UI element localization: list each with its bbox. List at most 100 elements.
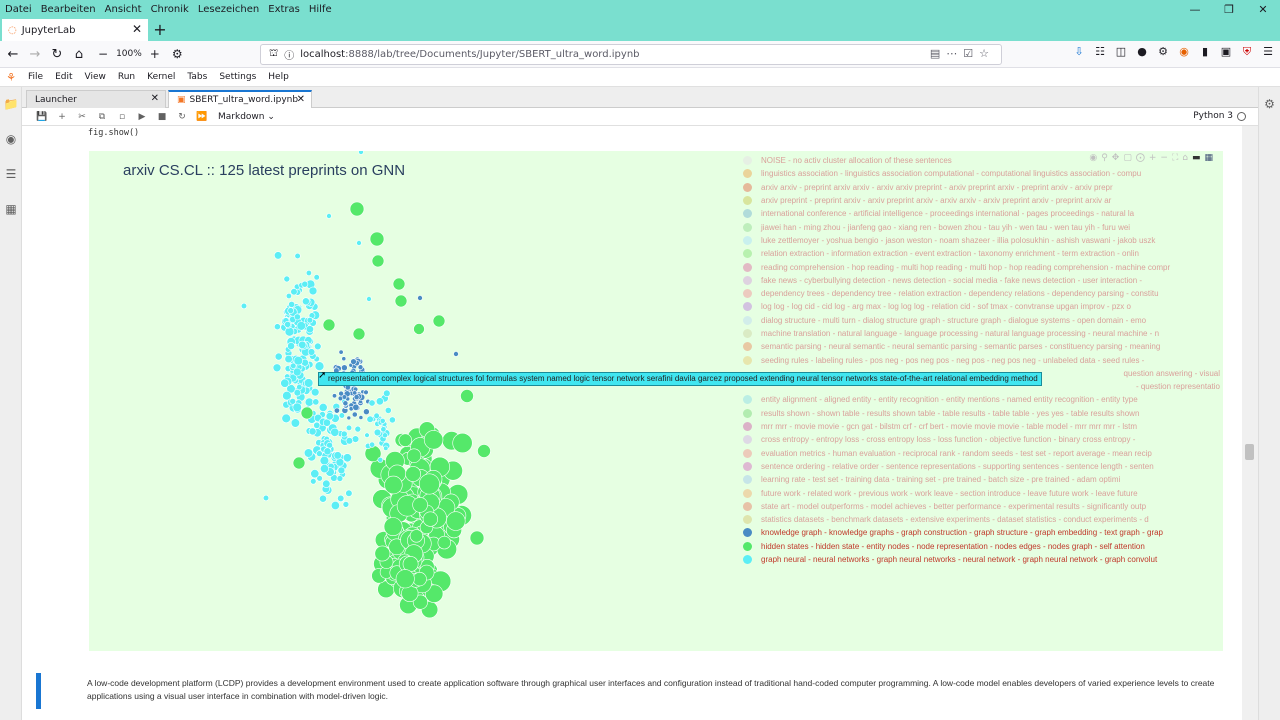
legend-item[interactable]: linguistics association - linguistics as… <box>740 167 1220 180</box>
reset-axes-icon[interactable]: ⌂ <box>1182 153 1188 163</box>
scatter-point[interactable] <box>332 393 338 399</box>
url-actions-icons[interactable]: ▤⋯☑☆ <box>929 47 995 60</box>
jmenu-help[interactable]: Help <box>268 72 289 82</box>
scatter-point[interactable] <box>322 318 336 332</box>
scatter-point[interactable] <box>417 295 423 301</box>
legend-item[interactable]: arxiv arxiv - preprint arxiv arxiv - arx… <box>740 181 1220 194</box>
legend-item[interactable]: learning rate - test set - training data… <box>740 473 1220 486</box>
scatter-point[interactable] <box>316 450 323 457</box>
scatter-point[interactable] <box>301 297 310 306</box>
scatter-point[interactable] <box>333 407 340 414</box>
scatter-point[interactable] <box>351 435 360 443</box>
menu-bearbeiten[interactable]: Bearbeiten <box>40 4 96 15</box>
scatter-point[interactable] <box>452 432 473 454</box>
scatter-point[interactable] <box>313 421 321 429</box>
library-icon[interactable]: ☷ <box>1095 45 1105 58</box>
scatter-point[interactable] <box>313 274 320 281</box>
legend-item[interactable]: state art - model outperforms - model ac… <box>740 500 1220 513</box>
zoom-icon[interactable]: ⚲ <box>1101 153 1108 163</box>
scatter-point[interactable] <box>358 151 364 155</box>
scatter-point[interactable] <box>437 535 451 550</box>
commands-icon[interactable]: ☰ <box>5 167 17 181</box>
zoom-out-icon[interactable]: − <box>98 47 109 61</box>
url-bar[interactable]: ⛫ ⓘ localhost:8888/lab/tree/Documents/Ju… <box>260 44 1002 65</box>
scatter-point[interactable] <box>292 456 306 470</box>
scatter-plot[interactable] <box>89 151 749 651</box>
scatter-point[interactable] <box>358 415 364 420</box>
scatter-point[interactable] <box>330 427 340 437</box>
scatter-point[interactable] <box>352 403 360 411</box>
scatter-point[interactable] <box>300 406 314 420</box>
scatter-point[interactable] <box>412 572 427 587</box>
extensions-icon[interactable]: ▦ <box>5 202 17 216</box>
scatter-point[interactable] <box>383 517 403 537</box>
scatter-point[interactable] <box>366 296 372 302</box>
box-select-icon[interactable]: ▢ <box>1123 153 1132 163</box>
scatter-point[interactable] <box>338 390 344 397</box>
legend-item[interactable]: future work - related work - previous wo… <box>740 486 1220 499</box>
scatter-point[interactable] <box>379 417 386 424</box>
scatter-point[interactable] <box>290 418 300 428</box>
jmenu-edit[interactable]: Edit <box>55 72 73 82</box>
copy-icon[interactable]: ⧉ <box>98 111 106 122</box>
scatter-point[interactable] <box>341 356 347 362</box>
back-icon[interactable]: ← <box>7 46 19 62</box>
menu-extras[interactable]: Extras <box>268 4 300 15</box>
legend-item[interactable]: reading comprehension - hop reading - mu… <box>740 260 1220 273</box>
legend-item[interactable]: question answering - visual <box>740 367 1221 380</box>
scatter-point[interactable] <box>453 351 459 357</box>
scatter-point[interactable] <box>384 475 403 495</box>
scatter-point[interactable] <box>310 478 317 485</box>
reload-icon[interactable]: ↻ <box>51 46 63 62</box>
scatter-point[interactable] <box>349 201 365 217</box>
minimize-icon[interactable]: — <box>1189 3 1201 16</box>
scatter-point[interactable] <box>363 408 370 416</box>
scatter-point[interactable] <box>323 447 332 456</box>
scatter-point[interactable] <box>357 364 364 370</box>
scatter-point[interactable] <box>364 432 370 438</box>
scatter-point[interactable] <box>273 323 281 331</box>
scatter-point[interactable] <box>406 448 422 463</box>
browser-tab-jupyterlab[interactable]: ◌ JupyterLab ✕ <box>2 19 148 41</box>
scatter-point[interactable] <box>354 425 362 433</box>
scatter-point[interactable] <box>293 313 301 321</box>
scatter-point[interactable] <box>320 464 330 474</box>
jmenu-file[interactable]: File <box>28 72 44 82</box>
scatter-point[interactable] <box>383 445 389 451</box>
scatter-point[interactable] <box>287 342 295 350</box>
scatter-point[interactable] <box>305 325 314 334</box>
zoom-out-icon[interactable]: − <box>1160 153 1168 163</box>
sidebar-icon[interactable]: ◫ <box>1115 45 1127 58</box>
close-window-icon[interactable]: ✕ <box>1258 3 1268 16</box>
scatter-point[interactable] <box>392 277 406 291</box>
scatter-point[interactable] <box>405 466 421 482</box>
autoscale-icon[interactable]: ⛶ <box>1171 153 1179 163</box>
addon-icon[interactable]: ▮ <box>1201 45 1209 58</box>
insert-cell-icon[interactable]: + <box>58 111 66 122</box>
extension-icon[interactable]: ⚙ <box>1158 45 1168 58</box>
scatter-point[interactable] <box>409 529 424 543</box>
cut-icon[interactable]: ✂ <box>78 111 86 122</box>
zoom-level[interactable]: 100% <box>116 49 142 59</box>
code-cell-source[interactable]: fig.show() <box>88 128 140 138</box>
scatter-point[interactable] <box>342 453 352 463</box>
legend-item[interactable]: relation extraction - information extrac… <box>740 247 1220 260</box>
scatter-point[interactable] <box>319 455 330 466</box>
scatter-point[interactable] <box>285 293 292 300</box>
home-icon[interactable]: ⌂ <box>74 46 84 62</box>
scatter-point[interactable] <box>356 240 362 246</box>
zoom-in-icon[interactable]: + <box>149 47 160 61</box>
markdown-cell[interactable]: A low-code development platform (LCDP) p… <box>22 671 1242 720</box>
scatter-point[interactable] <box>314 342 322 351</box>
run-all-icon[interactable]: ⏩ <box>196 111 208 122</box>
scatter-point[interactable] <box>477 444 491 458</box>
menu-ansicht[interactable]: Ansicht <box>104 4 142 15</box>
scatter-point[interactable] <box>333 451 342 460</box>
scatter-point[interactable] <box>282 391 292 401</box>
scatter-point[interactable] <box>345 489 353 497</box>
legend-item[interactable]: evaluation metrics - human evaluation - … <box>740 447 1220 460</box>
scatter-point[interactable] <box>310 469 320 479</box>
scatter-point[interactable] <box>351 411 358 418</box>
scatter-point[interactable] <box>368 399 376 407</box>
scatter-point[interactable] <box>388 416 396 424</box>
